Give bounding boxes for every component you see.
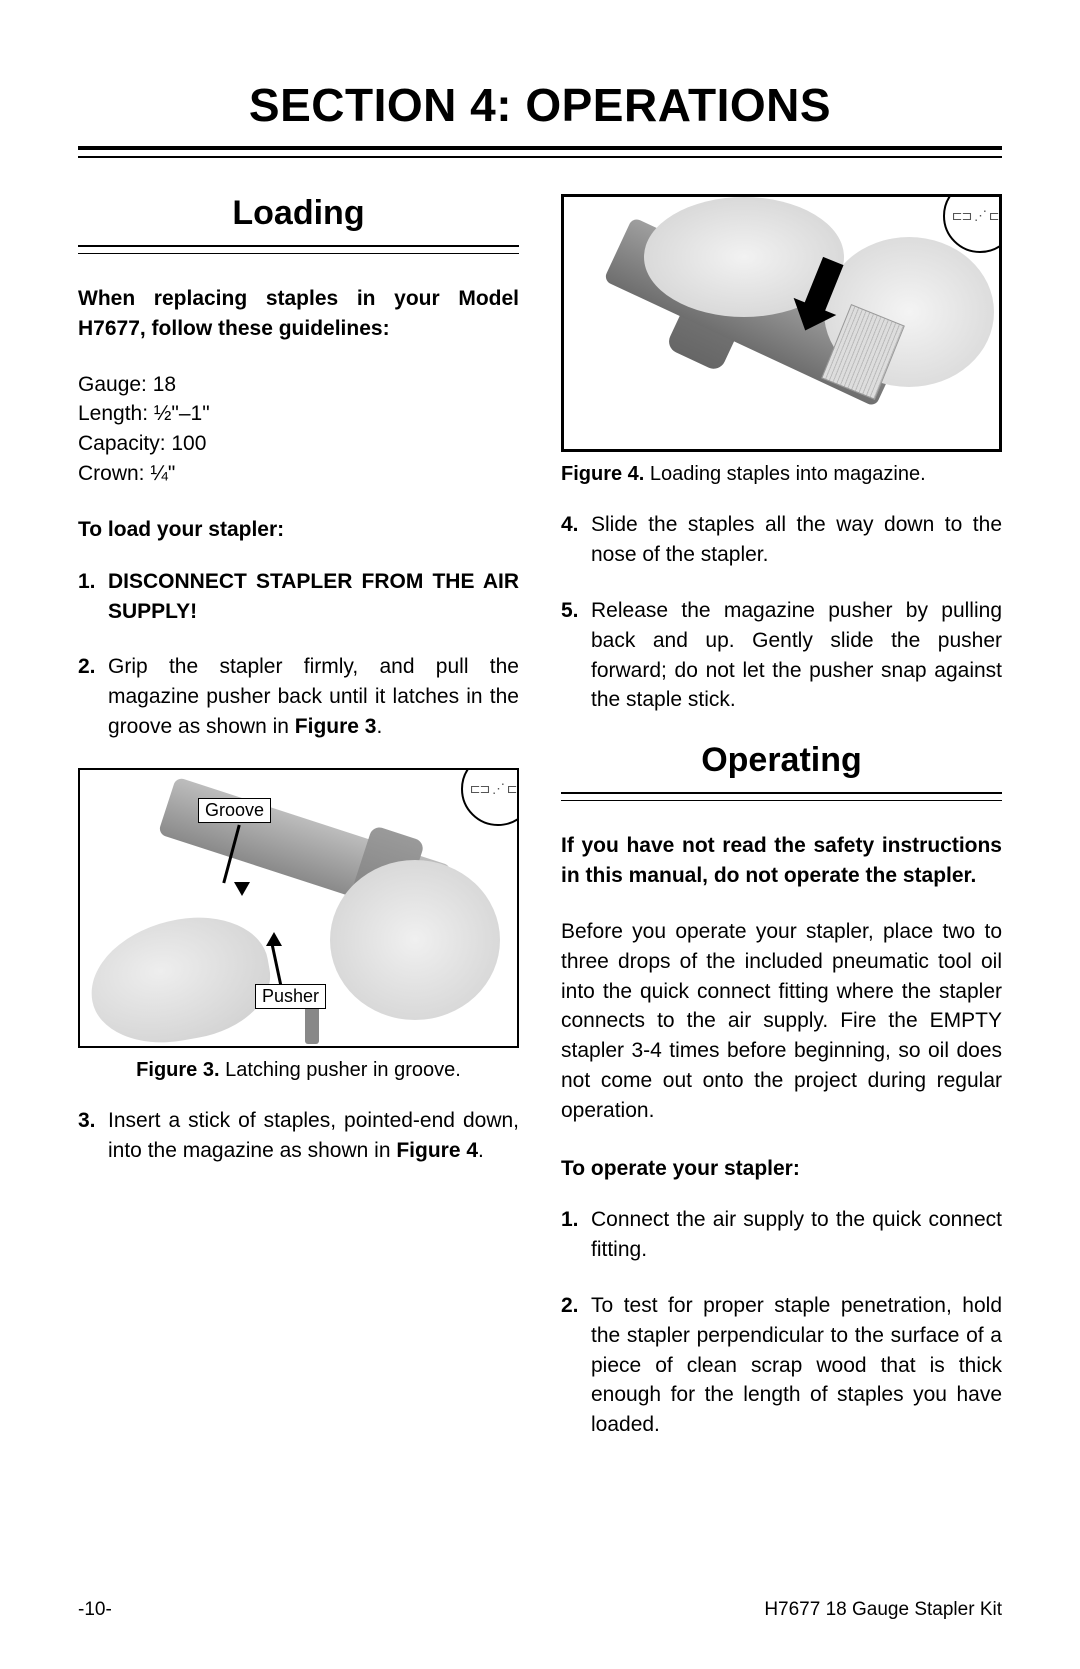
step-body: Slide the staples all the way down to th… [591, 510, 1002, 570]
operating-para: Before you operate your stapler, place t… [561, 917, 1002, 1126]
step-body: Connect the air supply to the quick conn… [591, 1205, 1002, 1265]
step-body: Release the magazine pusher by pulling b… [591, 596, 1002, 715]
operate-step-1: 1. Connect the air supply to the quick c… [561, 1205, 1002, 1265]
step-number: 2. [78, 652, 108, 741]
groove-arrow-head [234, 882, 250, 896]
left-column: Loading When replacing staples in your M… [78, 194, 519, 1466]
figure-4: ⊏⊐ ⋰ ⊏⊐ [561, 194, 1002, 452]
step-number: 2. [561, 1291, 591, 1440]
spec-crown: Crown: ¼" [78, 459, 519, 489]
air-glyph: ⊏⊐ ⋰ ⊏⊐ [952, 208, 1002, 224]
step-body: DISCONNECT STAPLER FROM THE AIR SUPPLY! [108, 567, 519, 627]
step-number: 5. [561, 596, 591, 715]
figure-3-caption: Figure 3. Latching pusher in groove. [78, 1056, 519, 1084]
page: SECTION 4: OPERATIONS Loading When repla… [0, 0, 1080, 1669]
page-footer: -10- H7677 18 Gauge Stapler Kit [78, 1599, 1002, 1621]
spec-gauge: Gauge: 18 [78, 370, 519, 400]
air-glyph: ⊏⊐ ⋰ ⊏⊐ [470, 781, 519, 797]
pusher-arrow-line [271, 945, 282, 985]
load-steps-cont: 3. Insert a stick of staples, pointed-en… [78, 1106, 519, 1166]
caption-bold: Figure 3. [136, 1059, 219, 1081]
load-steps-right: 4. Slide the staples all the way down to… [561, 510, 1002, 715]
pusher-label: Pusher [255, 984, 326, 1009]
page-number: -10- [78, 1599, 112, 1621]
operating-heading: Operating [561, 741, 1002, 780]
spec-capacity: Capacity: 100 [78, 429, 519, 459]
hand-right-shape [330, 860, 500, 1020]
pusher-arrow-head [266, 932, 282, 946]
caption-text: Loading staples into magazine. [644, 463, 925, 485]
section-rule [78, 146, 1002, 158]
step-number: 1. [561, 1205, 591, 1265]
staple-specs: Gauge: 18 Length: ½"–1" Capacity: 100 Cr… [78, 370, 519, 489]
load-step-3: 3. Insert a stick of staples, pointed-en… [78, 1106, 519, 1166]
load-lead: To load your stapler: [78, 515, 519, 545]
operating-intro: If you have not read the safety instruct… [561, 831, 1002, 891]
operate-step-2: 2. To test for proper staple penetration… [561, 1291, 1002, 1440]
caption-text: Latching pusher in groove. [220, 1059, 461, 1081]
step-text-end: . [478, 1139, 484, 1162]
load-step-5: 5. Release the magazine pusher by pullin… [561, 596, 1002, 715]
load-step-4: 4. Slide the staples all the way down to… [561, 510, 1002, 570]
step-body: Grip the stapler firmly, and pull the ma… [108, 652, 519, 741]
step-number: 3. [78, 1106, 108, 1166]
spec-length: Length: ½"–1" [78, 399, 519, 429]
operate-lead: To operate your stapler: [561, 1154, 1002, 1184]
figure-ref: Figure 3 [295, 715, 377, 738]
hand-left-shape [81, 905, 279, 1048]
load-steps: 1. DISCONNECT STAPLER FROM THE AIR SUPPL… [78, 567, 519, 742]
two-column-layout: Loading When replacing staples in your M… [78, 194, 1002, 1466]
caption-bold: Figure 4. [561, 463, 644, 485]
section-title: SECTION 4: OPERATIONS [78, 78, 1002, 132]
step-number: 1. [78, 567, 108, 627]
operating-rule [561, 792, 1002, 801]
figure-4-caption: Figure 4. Loading staples into magazine. [561, 460, 1002, 488]
loading-intro: When replacing staples in your Model H76… [78, 284, 519, 344]
step-number: 4. [561, 510, 591, 570]
operate-steps: 1. Connect the air supply to the quick c… [561, 1205, 1002, 1440]
load-step-1: 1. DISCONNECT STAPLER FROM THE AIR SUPPL… [78, 567, 519, 627]
air-disconnect-icon: ⊏⊐ ⋰ ⊏⊐ [461, 768, 519, 826]
load-step-2: 2. Grip the stapler firmly, and pull the… [78, 652, 519, 741]
figure-3: Groove Pusher ⊏⊐ ⋰ ⊏⊐ [78, 768, 519, 1048]
groove-label: Groove [198, 798, 271, 823]
step-body: Insert a stick of staples, pointed-end d… [108, 1106, 519, 1166]
loading-heading: Loading [78, 194, 519, 233]
right-column: ⊏⊐ ⋰ ⊏⊐ Figure 4. Loading staples into m… [561, 194, 1002, 1466]
loading-rule [78, 245, 519, 254]
doc-title: H7677 18 Gauge Stapler Kit [764, 1599, 1002, 1621]
air-disconnect-icon: ⊏⊐ ⋰ ⊏⊐ [943, 194, 1002, 253]
step-body: To test for proper staple penetration, h… [591, 1291, 1002, 1440]
figure-ref: Figure 4 [396, 1139, 478, 1162]
step-text-end: . [376, 715, 382, 738]
